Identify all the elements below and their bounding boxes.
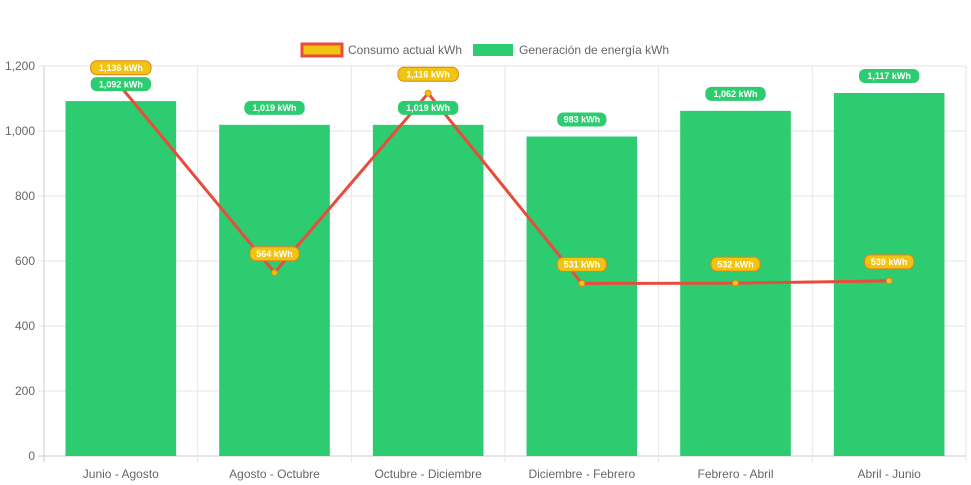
bar[interactable]: [65, 101, 177, 456]
bar-data-label: 1,092 kWh: [90, 77, 152, 92]
legend-label-consumo: Consumo actual kWh: [348, 43, 462, 57]
legend-swatch-generacion: [473, 44, 513, 56]
x-tick-label: Diciembre - Febrero: [528, 467, 635, 481]
data-label-text: 1,092 kWh: [99, 79, 143, 89]
legend-item-consumo[interactable]: Consumo actual kWh: [300, 42, 462, 58]
y-tick-label: 800: [15, 189, 35, 203]
data-label-bg: [397, 66, 459, 82]
line-point[interactable]: [885, 277, 893, 285]
data-label-text: 1,117 kWh: [867, 71, 911, 81]
data-label-bg: [397, 100, 459, 115]
x-tick-label: Octubre - Diciembre: [374, 467, 482, 481]
axes: 0 200 400 600 800 1,000 1,200 Junio - Agosto Ago…: [5, 59, 921, 481]
data-label-bg: [864, 254, 915, 270]
data-label-text: 1,019 kWh: [252, 103, 296, 113]
y-tick-label: 1,200: [5, 59, 35, 73]
x-tick-label: Agosto - Octubre: [229, 467, 320, 481]
line-point[interactable]: [271, 269, 278, 277]
data-label-text: 1,116 kWh: [406, 70, 450, 80]
line-point[interactable]: [732, 279, 739, 287]
data-label-bg: [858, 68, 920, 83]
line-point[interactable]: [578, 279, 586, 287]
data-label-bg: [556, 256, 607, 272]
bar[interactable]: [833, 92, 945, 456]
line-data-label: 1,116 kWh: [397, 66, 459, 82]
data-label-text: 983 kWh: [564, 115, 601, 125]
y-tick-label: 1,000: [5, 124, 35, 138]
data-label-bg: [90, 77, 152, 92]
line-point[interactable]: [424, 89, 432, 97]
line-data-label: 531 kWh: [556, 256, 607, 272]
y-tick-label: 0: [28, 449, 35, 463]
legend: Consumo actual kWh Generación de energía…: [300, 42, 669, 58]
data-label-bg: [249, 246, 300, 262]
y-tick-label: 200: [15, 384, 35, 398]
x-tick-label: Abril - Junio: [857, 467, 921, 481]
data-label-text: 564 kWh: [256, 249, 293, 259]
x-tick-label: Junio - Agosto: [83, 467, 159, 481]
line-data-label: 564 kWh: [249, 246, 300, 262]
legend-swatch-consumo: [300, 42, 344, 58]
line-data-label: 539 kWh: [864, 254, 915, 270]
bar-data-label: 1,062 kWh: [705, 86, 766, 101]
data-label-text: 1,019 kWh: [406, 103, 450, 113]
bar-series: [65, 92, 945, 456]
data-label-bg: [710, 256, 761, 272]
data-label-text: 531 kWh: [564, 260, 601, 270]
y-tick-label: 600: [15, 254, 35, 268]
data-label-text: 539 kWh: [871, 257, 908, 267]
bar-data-label: 1,019 kWh: [244, 100, 305, 115]
data-label-bg: [557, 112, 607, 127]
bar[interactable]: [219, 124, 330, 456]
y-tick-label: 400: [15, 319, 35, 333]
bar[interactable]: [372, 124, 484, 456]
bar-data-label: 1,117 kWh: [858, 68, 920, 83]
bar-data-label: 1,019 kWh: [397, 100, 459, 115]
line-path: [119, 85, 890, 285]
line-data-label: 532 kWh: [710, 256, 761, 272]
data-label-bg: [244, 100, 305, 115]
data-label-text: 532 kWh: [717, 259, 754, 269]
data-labels: 1,092 kWh 1,019 kWh 1,019 kWh 983 kWh 1,062 …: [90, 60, 920, 272]
data-label-text: 1,062 kWh: [713, 89, 757, 99]
bar[interactable]: [526, 136, 638, 456]
grid-lines: [38, 65, 967, 462]
legend-label-generacion: Generación de energía kWh: [519, 43, 669, 57]
data-label-bg: [90, 60, 152, 76]
data-label-bg: [705, 86, 766, 101]
data-label-text: 1,136 kWh: [99, 63, 143, 73]
line-data-label: 1,136 kWh: [90, 60, 152, 76]
line-series: [117, 83, 893, 287]
x-tick-label: Febrero - Abril: [697, 467, 773, 481]
legend-item-generacion[interactable]: Generación de energía kWh: [473, 43, 669, 57]
bar-data-label: 983 kWh: [557, 112, 607, 127]
